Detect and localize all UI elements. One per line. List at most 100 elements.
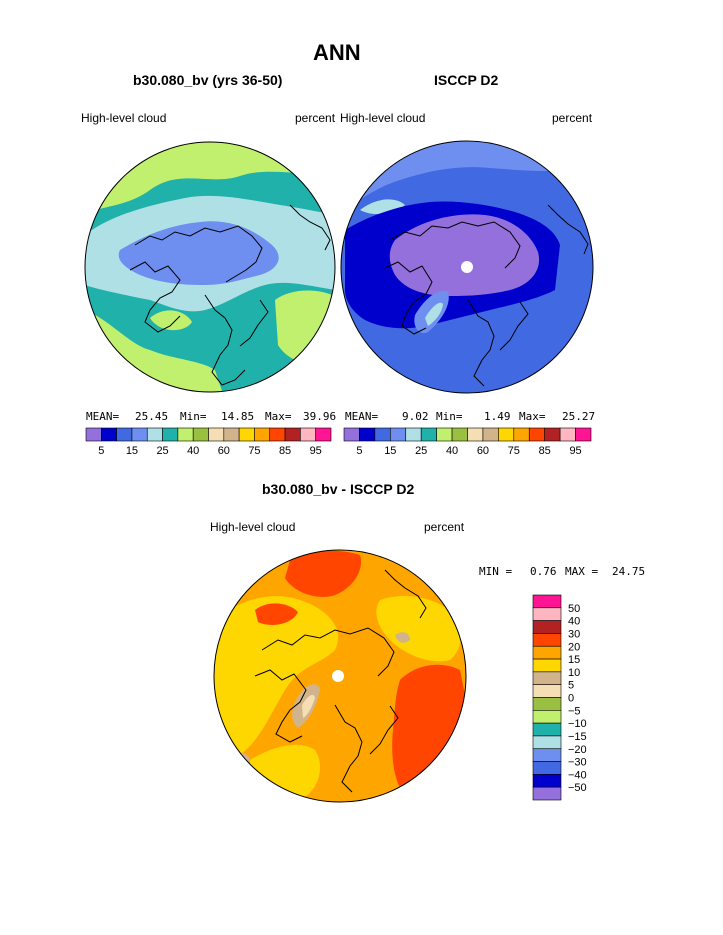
right-colorbar-swatch-12 xyxy=(528,427,545,442)
right-mean-value: 9.02 xyxy=(402,410,429,423)
left-mean-value: 25.45 xyxy=(135,410,169,423)
diff-map-region-red-nw xyxy=(255,603,298,625)
left-mean-label: MEAN= xyxy=(86,410,120,423)
left-colorbar-swatch-5 xyxy=(162,427,179,442)
diff-colorbar-swatch-7 xyxy=(532,684,562,698)
left-map-coast-4 xyxy=(289,204,331,251)
diff-map-region-tan-3 xyxy=(395,632,410,643)
left-colorbar-tick-4: 60 xyxy=(218,445,230,457)
diff-colorbar-tick-5: 10 xyxy=(568,667,580,679)
left-colorbar-swatch-6 xyxy=(177,427,194,442)
right-colorbar-swatch-5 xyxy=(420,427,437,442)
left-colorbar-swatch-13 xyxy=(284,427,301,442)
left-map-region-blue xyxy=(118,221,279,285)
right-colorbar-swatch-6 xyxy=(436,427,453,442)
diff-colorbar-swatch-3 xyxy=(532,633,562,647)
left-units-label: percent xyxy=(295,111,336,125)
diff-colorbar-tick-3: 20 xyxy=(568,641,580,653)
right-map-coast-2 xyxy=(384,261,433,335)
diff-map-region-wheat xyxy=(302,694,315,718)
diff-map-coast-1 xyxy=(261,627,395,677)
diff-colorbar-tick-10: −15 xyxy=(568,731,587,743)
right-colorbar-swatch-7 xyxy=(451,427,468,442)
diff-colorbar-swatch-14 xyxy=(532,774,562,788)
left-colorbar-swatch-14 xyxy=(300,427,316,442)
right-map-pole-marker xyxy=(461,261,473,273)
left-colorbar-tick-1: 15 xyxy=(126,445,138,457)
left-min-value: 14.85 xyxy=(221,410,255,423)
right-colorbar-tick-6: 85 xyxy=(539,445,551,457)
diff-map-region-red-north xyxy=(285,550,362,597)
left-colorbar-swatch-12 xyxy=(269,427,286,442)
left-colorbar-swatch-15 xyxy=(315,427,332,442)
diff-colorbar-swatch-0 xyxy=(532,594,562,609)
diff-map-region-yellow-east xyxy=(376,595,462,662)
right-colorbar-swatch-4 xyxy=(405,427,422,442)
diff-colorbar-tick-4: 15 xyxy=(568,654,580,666)
diff-colorbar-swatch-13 xyxy=(532,761,562,775)
left-colorbar-tick-5: 75 xyxy=(248,445,260,457)
left-field-label: High-level cloud xyxy=(81,111,167,125)
diff-units-label: percent xyxy=(424,520,465,534)
diff-max-value: 24.75 xyxy=(612,565,646,578)
left-map-outline xyxy=(84,141,336,393)
diff-map-coast-4 xyxy=(384,569,427,619)
left-colorbar-swatch-9 xyxy=(223,427,240,442)
left-colorbar-tick-7: 95 xyxy=(310,445,322,457)
left-max-label: Max= xyxy=(265,410,292,423)
diff-map-pole-marker xyxy=(332,670,344,682)
diff-colorbar-tick-11: −20 xyxy=(568,744,587,756)
diff-colorbar-tick-0: 50 xyxy=(568,603,580,615)
right-colorbar-swatch-2 xyxy=(374,427,391,442)
diff-colorbar-tick-8: −5 xyxy=(568,705,581,717)
left-colorbar-swatch-2 xyxy=(116,427,133,442)
diff-map-coast-5 xyxy=(369,705,399,755)
diff-map-coast-2 xyxy=(254,669,307,743)
right-units-label: percent xyxy=(552,111,593,125)
right-colorbar-swatch-8 xyxy=(467,427,484,442)
right-colorbar: 5 15 25 40 60 75 85 95 xyxy=(343,427,592,457)
diff-colorbar-swatch-12 xyxy=(532,748,562,762)
right-max-value: 25.27 xyxy=(562,410,596,423)
right-mean-label: MEAN= xyxy=(345,410,379,423)
left-colorbar: 5 15 25 40 60 75 85 95 xyxy=(85,427,332,457)
left-colorbar-swatch-1 xyxy=(101,427,117,442)
right-map xyxy=(341,141,593,393)
right-field-label: High-level cloud xyxy=(340,111,426,125)
left-colorbar-swatch-11 xyxy=(254,427,271,442)
diff-map-coast-3 xyxy=(334,704,363,793)
right-colorbar-tick-4: 60 xyxy=(477,445,489,457)
right-colorbar-swatch-11 xyxy=(513,427,530,442)
diff-min-value: 0.76 xyxy=(530,565,557,578)
right-panel-title: ISCCP D2 xyxy=(434,72,499,88)
left-colorbar-tick-6: 85 xyxy=(279,445,291,457)
left-map xyxy=(85,142,335,392)
left-colorbar-tick-0: 5 xyxy=(98,445,104,457)
left-colorbar-tick-2: 25 xyxy=(156,445,168,457)
left-map-coast-1 xyxy=(134,225,263,283)
diff-colorbar-swatch-8 xyxy=(532,697,562,711)
right-map-region-lightblue-greenland xyxy=(425,302,443,326)
diff-colorbar-tick-7: 0 xyxy=(568,693,574,705)
right-max-label: Max= xyxy=(519,410,546,423)
diff-field-label: High-level cloud xyxy=(210,520,296,534)
diff-colorbar-swatch-10 xyxy=(532,722,562,737)
left-colorbar-swatch-7 xyxy=(192,427,209,442)
diff-colorbar-tick-12: −30 xyxy=(568,757,587,769)
right-colorbar-tick-0: 5 xyxy=(356,445,362,457)
left-max-value: 39.96 xyxy=(303,410,337,423)
left-colorbar-swatch-8 xyxy=(208,427,225,442)
diff-colorbar-swatch-2 xyxy=(532,620,562,634)
diff-colorbar-tick-9: −10 xyxy=(568,718,587,730)
left-map-coast-5 xyxy=(239,299,269,347)
right-map-coast-1 xyxy=(389,221,521,269)
diff-map-region-red-east xyxy=(392,664,466,800)
right-min-label: Min= xyxy=(436,410,463,423)
diff-min-label: MIN = xyxy=(479,565,513,578)
diff-colorbar-swatch-15 xyxy=(532,786,562,801)
diff-panel-title: b30.080_bv - ISCCP D2 xyxy=(262,481,415,497)
left-min-label: Min= xyxy=(180,410,207,423)
left-map-region-green-patch xyxy=(150,310,192,331)
diff-colorbar-tick-6: 5 xyxy=(568,680,574,692)
